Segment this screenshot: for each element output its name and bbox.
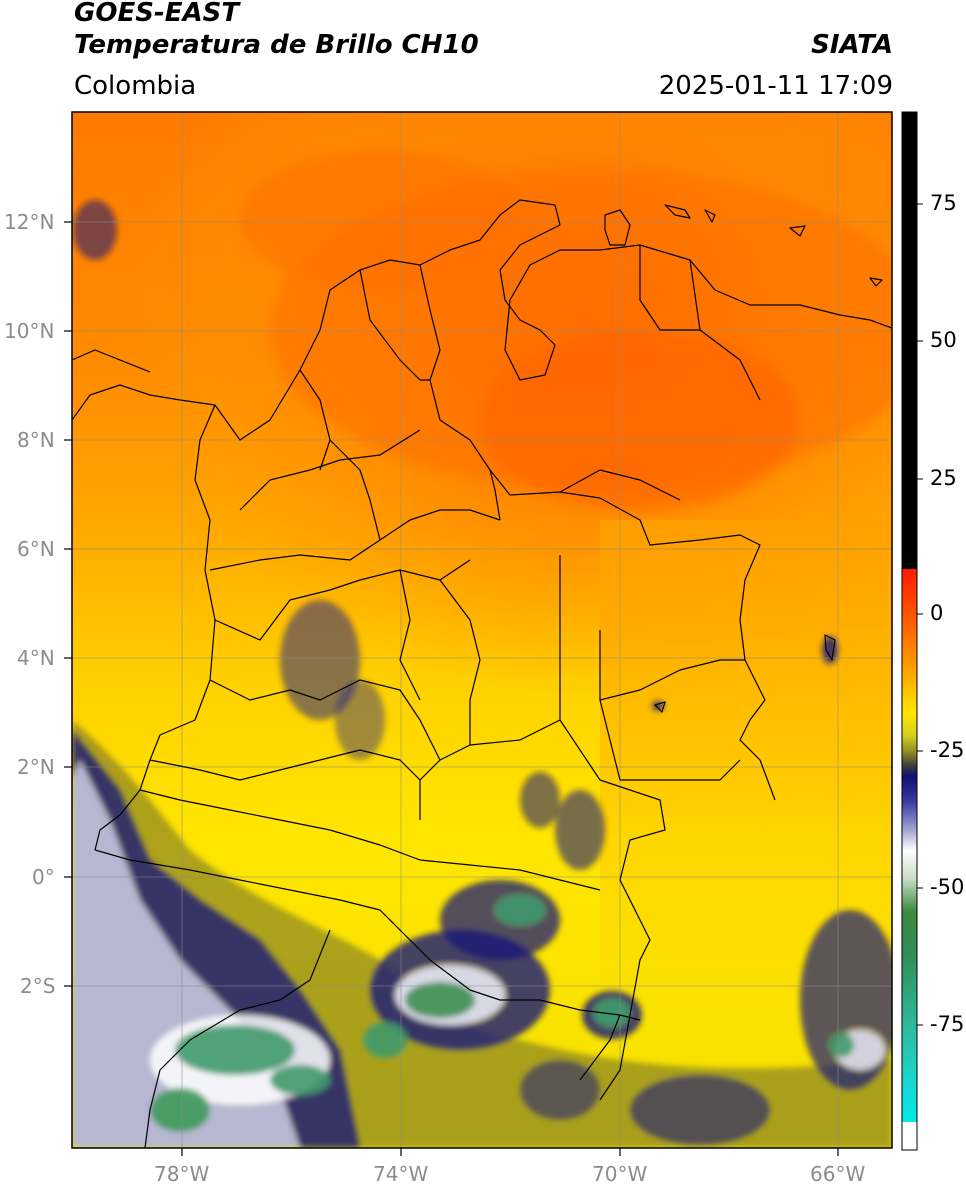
brightness-temperature-field	[72, 112, 892, 1148]
lon-label: 66°W	[810, 1162, 866, 1186]
colorbar-tick-label: 75	[930, 191, 957, 215]
colorbar	[901, 111, 923, 1151]
title-line-2: Temperatura de Brillo CH10	[74, 30, 479, 60]
lon-label: 70°W	[592, 1162, 648, 1186]
lat-label: 12°N	[4, 210, 55, 234]
region-label: Colombia	[74, 71, 197, 101]
lat-label: 6°N	[17, 537, 55, 561]
lat-label: 2°N	[17, 755, 55, 779]
lon-label: 78°W	[154, 1162, 210, 1186]
agency-label: SIATA	[811, 30, 893, 60]
colorbar-tick-label: -25	[930, 738, 965, 762]
timestamp-label: 2025-01-11 17:09	[658, 71, 893, 101]
colorbar-tick-label: 0	[930, 601, 944, 625]
lat-label: 0°	[32, 865, 55, 889]
lat-label: 4°N	[17, 646, 55, 670]
colorbar-tick-label: -75	[930, 1012, 965, 1036]
colorbar-tick-label: -50	[930, 875, 965, 899]
cold-cloud-tops	[72, 200, 892, 1148]
lat-label: 10°N	[4, 319, 55, 343]
colorbar-tick-label: 25	[930, 466, 957, 490]
title-line-1: GOES-EAST	[74, 0, 240, 28]
boundaries	[72, 199, 892, 1148]
map-frame	[71, 111, 893, 1149]
map-axis-ticks	[64, 221, 839, 1156]
lat-label: 8°N	[17, 428, 55, 452]
graticule	[72, 112, 892, 1148]
lon-label: 74°W	[373, 1162, 429, 1186]
colorbar-tick-label: 50	[930, 328, 957, 352]
lat-label: 2°S	[20, 974, 56, 998]
